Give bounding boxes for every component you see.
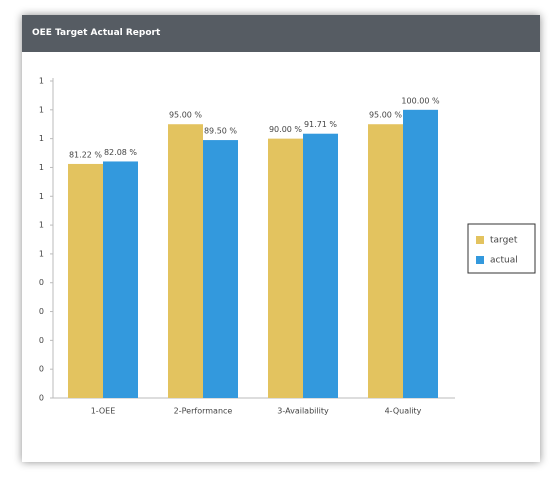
- y-tick-label: 0: [39, 278, 44, 287]
- y-tick-label: 1: [39, 221, 44, 230]
- bar: [268, 138, 303, 399]
- bar: [168, 124, 203, 399]
- legend-box: [467, 223, 536, 274]
- y-tick-label: 1: [39, 192, 44, 201]
- y-tick-label: 0: [39, 394, 44, 403]
- bar: [203, 140, 238, 398]
- value-label: 81.22 %: [69, 150, 102, 159]
- y-tick-label: 0: [39, 307, 44, 316]
- y-tick-label: 1: [39, 249, 44, 258]
- bar: [368, 124, 403, 399]
- x-tick-label: 1-OEE: [91, 407, 116, 416]
- y-tick-label: 0: [39, 336, 44, 345]
- value-label: 82.08 %: [104, 148, 137, 157]
- legend-label: target: [490, 236, 518, 246]
- y-tick-label: 0: [39, 365, 44, 374]
- x-tick-label: 4-Quality: [385, 407, 422, 416]
- chart-title: OEE Target Actual Report: [32, 28, 161, 38]
- legend-label: actual: [490, 256, 518, 266]
- value-label: 100.00 %: [401, 96, 440, 105]
- value-label: 95.00 %: [169, 111, 202, 120]
- bar: [103, 161, 138, 398]
- y-tick-label: 1: [39, 163, 44, 172]
- value-label: 90.00 %: [269, 125, 302, 134]
- card-header: OEE Target Actual Report: [22, 15, 540, 52]
- x-tick-label: 3-Availability: [277, 407, 329, 416]
- y-tick-label: 1: [39, 134, 44, 143]
- legend-swatch: [476, 236, 484, 244]
- y-tick-label: 1: [39, 77, 44, 86]
- y-tick-label: 1: [39, 105, 44, 114]
- value-label: 89.50 %: [204, 127, 237, 136]
- bar: [403, 109, 438, 399]
- x-tick-label: 2-Performance: [174, 407, 233, 416]
- value-label: 91.71 %: [304, 120, 337, 129]
- bar: [68, 163, 103, 398]
- value-label: 95.00 %: [369, 111, 402, 120]
- legend-swatch: [476, 256, 484, 264]
- bar: [303, 133, 338, 399]
